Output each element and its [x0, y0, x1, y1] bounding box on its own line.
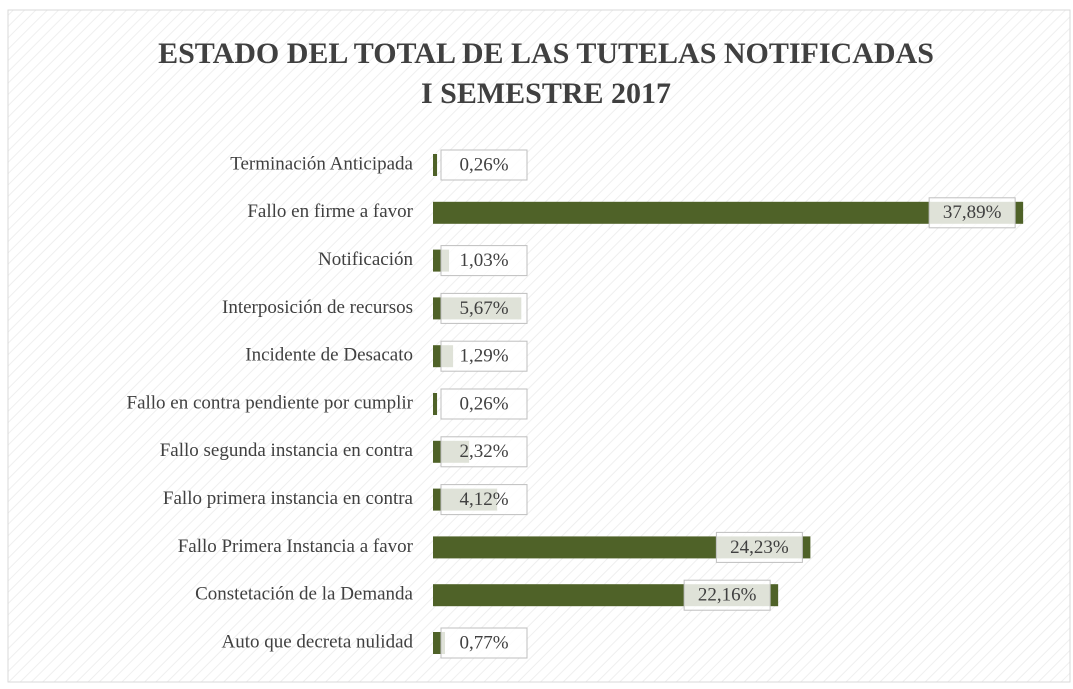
- value-label-box: [928, 197, 1016, 229]
- value-label: 22,16%: [698, 585, 757, 606]
- value-label-box: [715, 531, 803, 563]
- category-label: Terminación Anticipada: [230, 153, 413, 174]
- bar: [433, 632, 445, 654]
- value-label: 0,77%: [459, 632, 508, 653]
- value-label-box: [440, 436, 528, 468]
- value-label: 1,29%: [459, 346, 508, 367]
- value-label: 0,26%: [459, 154, 508, 175]
- bar: [433, 154, 438, 176]
- value-label-box: [440, 292, 528, 324]
- category-label: Fallo primera instancia en contra: [163, 488, 414, 509]
- value-label: 1,03%: [459, 250, 508, 271]
- value-label: 37,89%: [943, 202, 1002, 223]
- bar: [433, 201, 1024, 224]
- category-label: Notificación: [318, 249, 413, 270]
- category-label: Fallo en contra pendiente por cumplir: [127, 392, 414, 413]
- value-label-box: [440, 627, 528, 659]
- value-label-box: [440, 340, 528, 372]
- value-label: 0,26%: [459, 393, 508, 414]
- value-label-box: [440, 484, 528, 516]
- category-label: Fallo segunda instancia en contra: [160, 440, 414, 461]
- chart-title: ESTADO DEL TOTAL DE LAS TUTELAS NOTIFICA…: [158, 37, 934, 70]
- value-label-box: [440, 149, 528, 181]
- chart-background: [7, 9, 1071, 683]
- value-label-box: [440, 245, 528, 277]
- value-label-box: [440, 388, 528, 420]
- value-label: 2,32%: [459, 441, 508, 462]
- value-label: 24,23%: [730, 537, 789, 558]
- bar: [433, 393, 438, 415]
- category-label: Incidente de Desacato: [245, 345, 413, 366]
- category-label: Constetación de la Demanda: [195, 584, 413, 605]
- chart-title: I SEMESTRE 2017: [421, 77, 671, 110]
- category-label: Auto que decreta nulidad: [221, 631, 413, 652]
- category-label: Fallo Primera Instancia a favor: [178, 536, 414, 557]
- value-label-box: [683, 579, 771, 611]
- value-label: 5,67%: [459, 298, 508, 319]
- category-label: Fallo en firme a favor: [247, 201, 413, 222]
- category-label: Interposición de recursos: [222, 297, 413, 318]
- value-label: 4,12%: [459, 489, 508, 510]
